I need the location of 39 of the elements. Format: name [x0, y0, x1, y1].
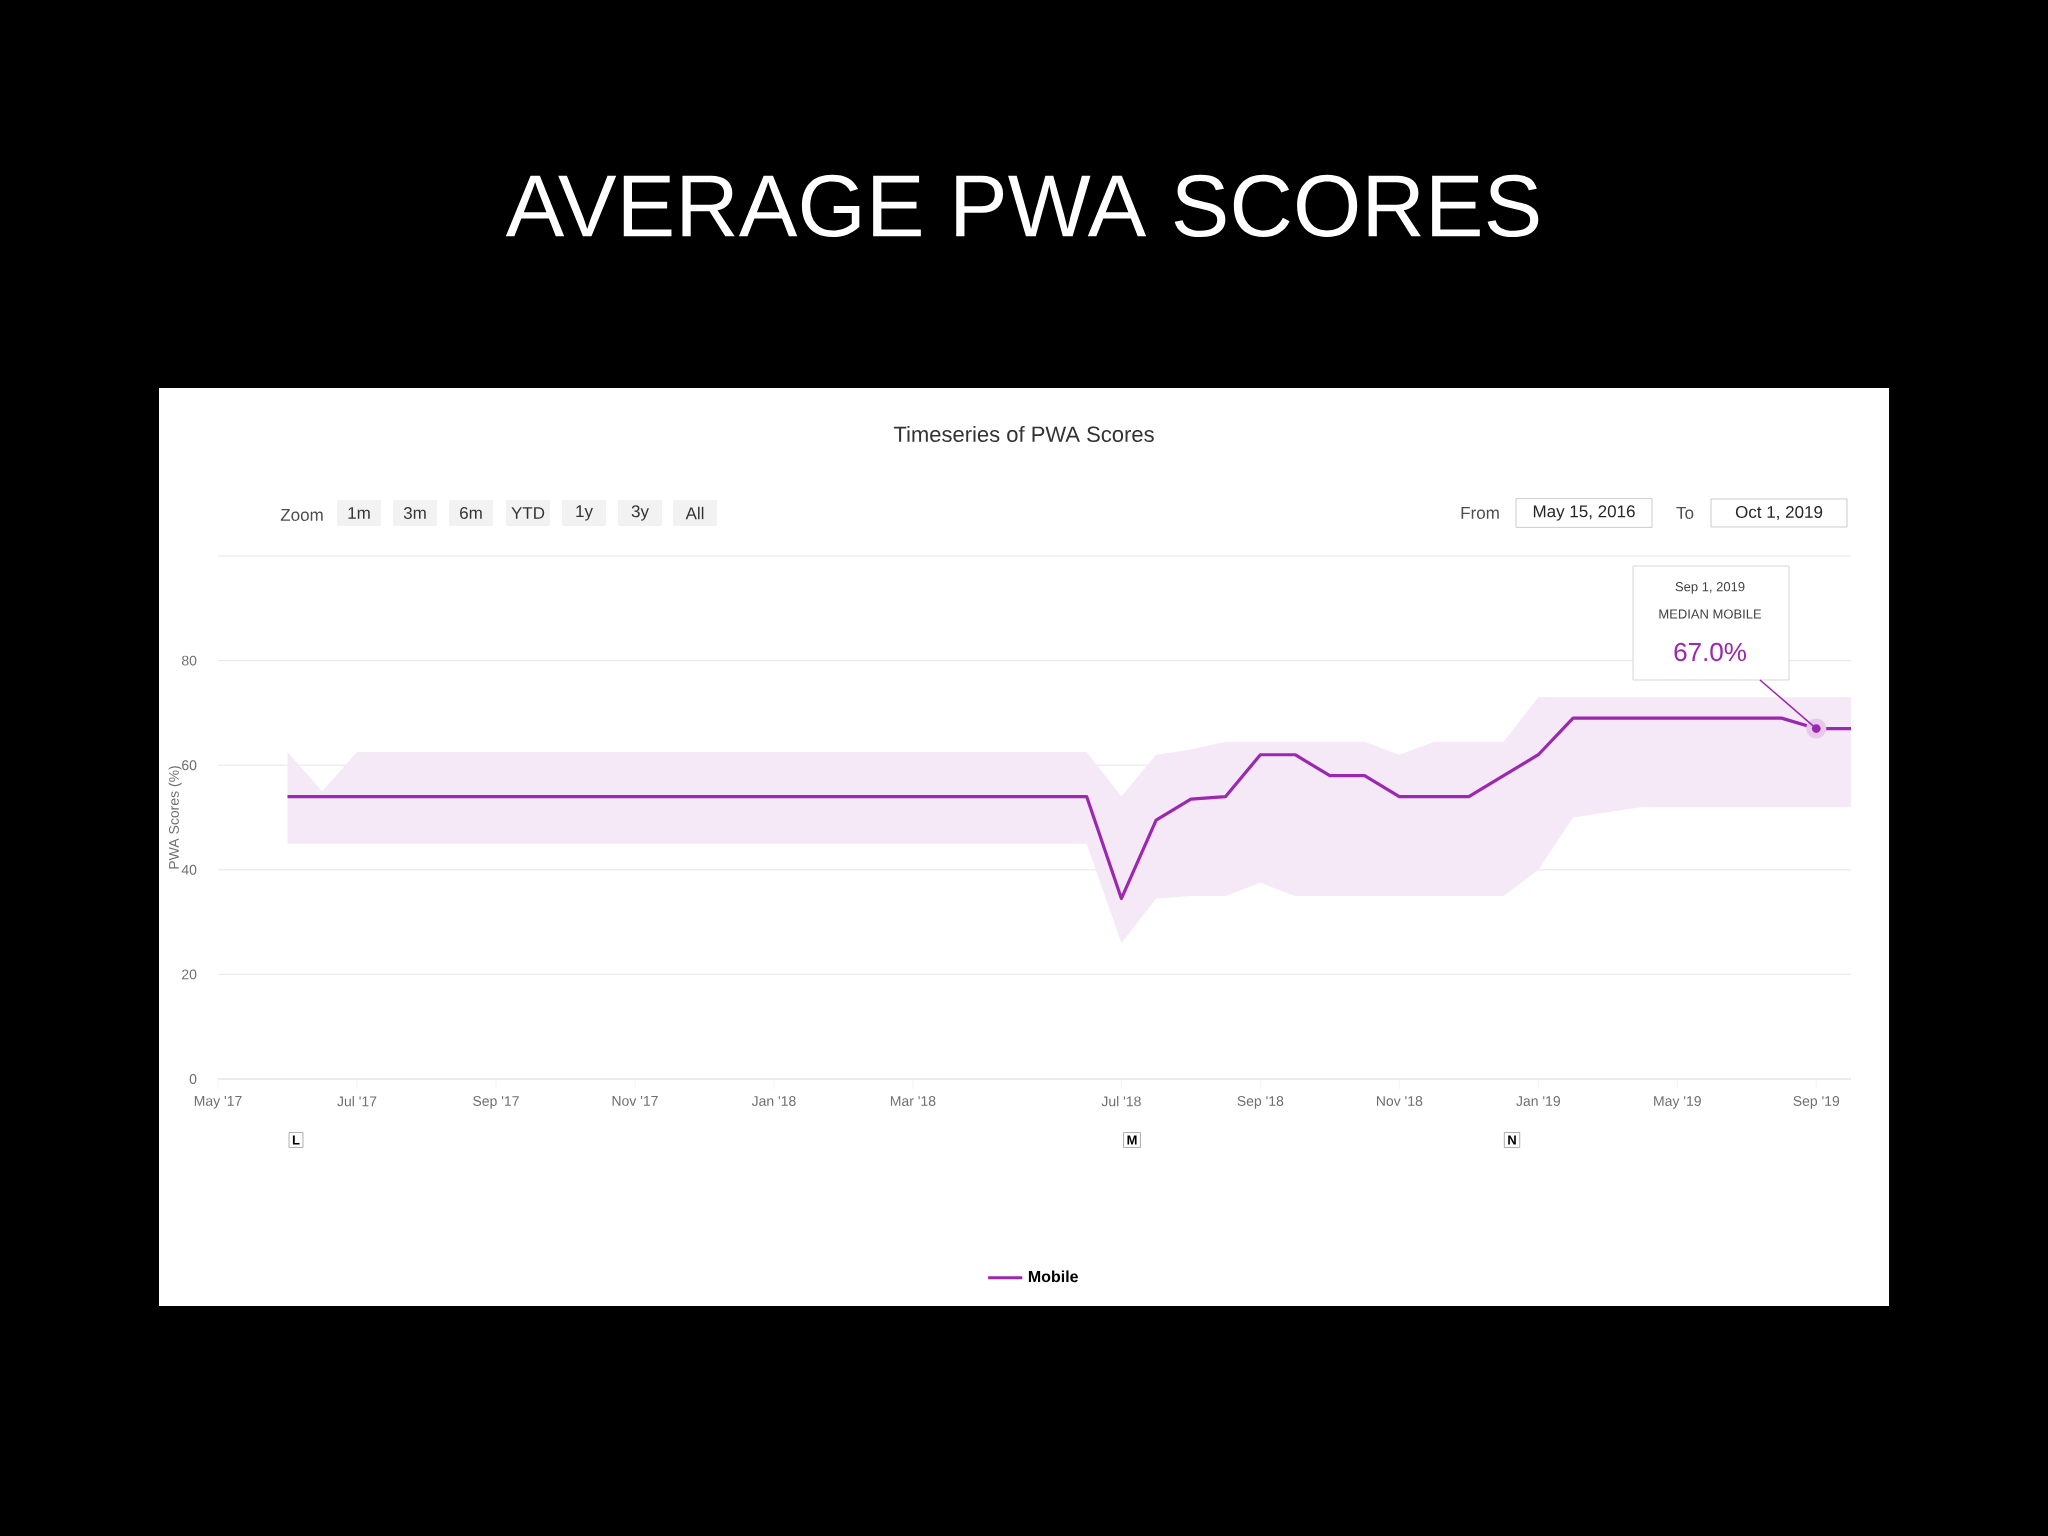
text: From: [1461, 507, 1499, 519]
text: Zoom: [280, 509, 323, 521]
text: All: [685, 506, 704, 520]
legend-label: Mobile: [1028, 1270, 1078, 1283]
x-tick-label: Jan '19: [1516, 1096, 1560, 1106]
text: 6m: [460, 506, 482, 519]
y-tick-label: 40: [181, 864, 197, 875]
text: 3m: [403, 506, 426, 519]
text: 1m: [348, 507, 370, 519]
chart-title: AVERAGE PWA SCORES: [505, 174, 1539, 238]
chart-subtitle: Timeseries of PWA Scores: [893, 425, 1154, 443]
y-tick-label: 80: [181, 655, 197, 666]
annotation: MEDIAN MOBILE: [1659, 609, 1762, 619]
text: Oct 1, 2019: [1735, 505, 1823, 520]
x-tick-label: Nov '18: [1376, 1096, 1423, 1106]
x-tick-label: May '17: [194, 1096, 242, 1109]
text: 3y: [631, 505, 649, 521]
annotation: 67.0%: [1674, 642, 1746, 662]
annotation: Sep 1, 2019: [1675, 582, 1745, 594]
x-tick-label: Jul '17: [337, 1096, 377, 1107]
text: M: [1127, 1135, 1137, 1145]
text: 1y: [576, 505, 593, 521]
text: To: [1676, 507, 1694, 519]
text: YTD: [511, 507, 545, 519]
x-tick-label: Mar '18: [890, 1096, 936, 1106]
y-axis-title: PWA Scores (%): [168, 766, 182, 869]
x-tick-label: Jan '18: [751, 1096, 796, 1106]
y-tick-label: 0: [189, 1074, 197, 1084]
text: May 15, 2016: [1533, 505, 1635, 521]
x-tick-label: May '19: [1654, 1096, 1701, 1109]
text: N: [1508, 1135, 1516, 1145]
x-tick-label: Sep '18: [1237, 1096, 1284, 1109]
x-tick-label: Nov '17: [612, 1096, 658, 1106]
y-tick-label: 60: [182, 760, 197, 771]
x-tick-label: Sep '17: [473, 1096, 519, 1109]
x-tick-label: Jul '18: [1101, 1096, 1141, 1107]
x-tick-label: Sep '19: [1793, 1096, 1840, 1109]
y-tick-label: 20: [182, 969, 197, 980]
text: L: [292, 1135, 300, 1145]
